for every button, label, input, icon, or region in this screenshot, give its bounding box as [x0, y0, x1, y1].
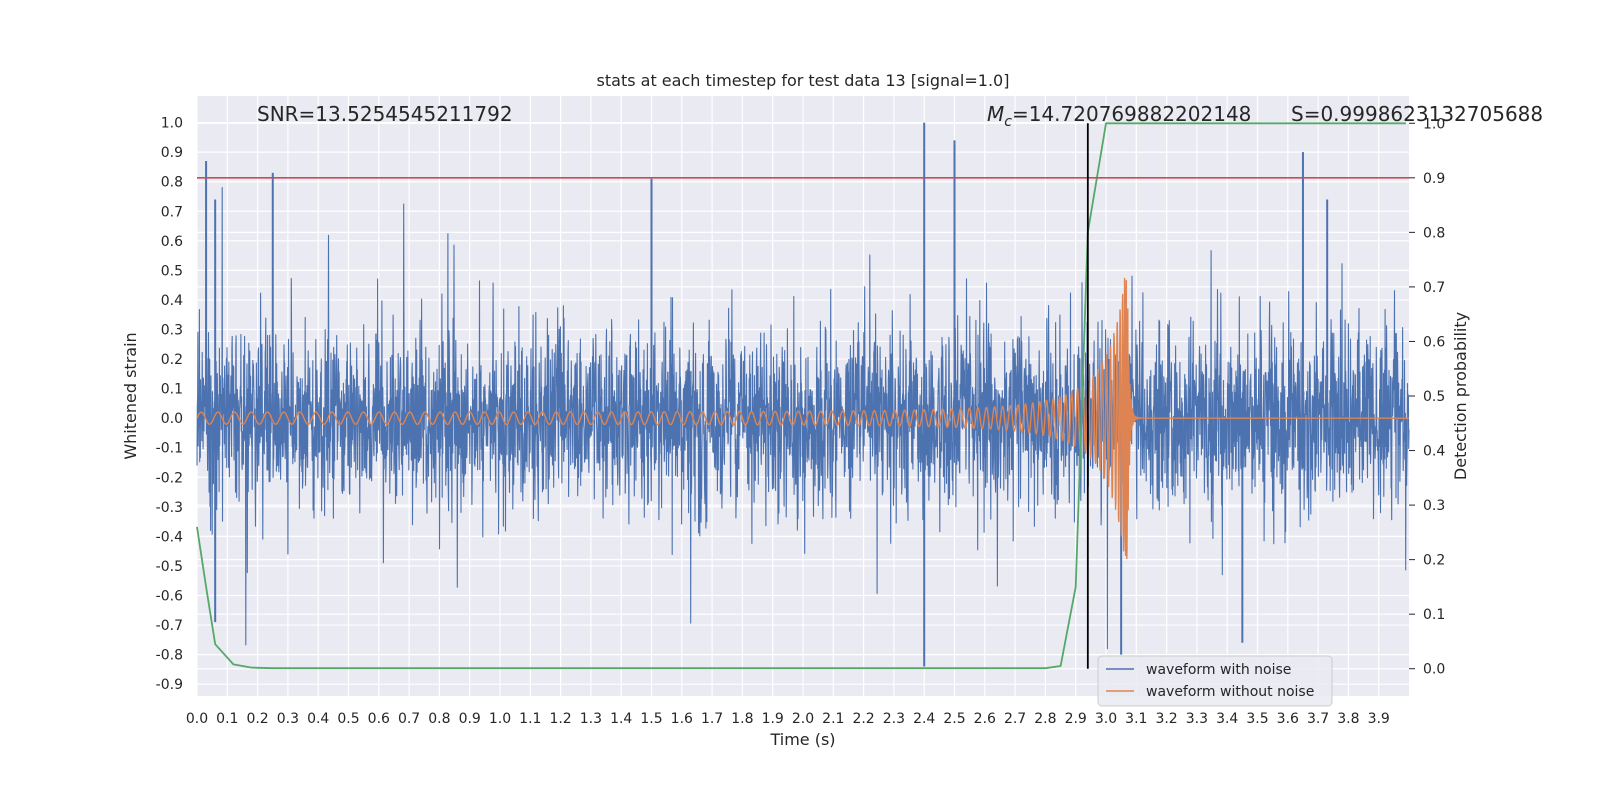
x-tick-label: 3.5 [1246, 711, 1268, 727]
x-tick-label: 3.3 [1186, 711, 1208, 727]
mc-symbol: M [987, 102, 1004, 126]
reference-lines [197, 123, 1409, 669]
x-tick-label: 0.8 [428, 711, 450, 727]
x-axis-label: Time (s) [769, 730, 835, 749]
x-tick-label: 1.1 [519, 711, 541, 727]
y-tick-label: -0.6 [156, 589, 183, 605]
legend: waveform with noise waveform without noi… [1097, 655, 1333, 707]
y-axis-ticks: -0.9 -0.8 -0.7 -0.6 -0.5 -0.4 -0.3 -0.2 -0.1 0.0 0… [156, 116, 183, 694]
y-tick-label: 0.2 [161, 352, 183, 368]
y2-tick-label: 0.9 [1423, 171, 1445, 187]
probability-line [196, 122, 1406, 670]
x-tick-label: 0.6 [368, 711, 390, 727]
x-tick-label: 3.8 [1337, 711, 1359, 727]
y2-axis-label: Detection probability [1451, 312, 1470, 480]
y-tick-label: -0.7 [156, 618, 183, 634]
x-tick-label: 3.4 [1216, 711, 1238, 727]
y-tick-label: -0.5 [156, 559, 183, 575]
y-tick-label: 0.3 [161, 322, 183, 338]
y-tick-label: -0.9 [156, 677, 183, 693]
x-tick-label: 1.3 [580, 711, 602, 727]
x-tick-label: 2.7 [1004, 711, 1026, 727]
y2-tick-label: 0.8 [1423, 225, 1445, 241]
x-tick-label: 2.9 [1065, 711, 1087, 727]
y-axis-label: Whitened strain [121, 332, 140, 459]
chirp-line [196, 277, 1410, 560]
y-tick-label: 0.8 [161, 175, 183, 191]
x-tick-label: 3.1 [1125, 711, 1147, 727]
x-tick-label: 3.0 [1095, 711, 1117, 727]
x-tick-label: 2.6 [974, 711, 996, 727]
x-tick-label: 2.4 [913, 711, 935, 727]
x-tick-label: 0.0 [186, 711, 208, 727]
x-tick-label: 1.4 [610, 711, 632, 727]
x-tick-label: 1.2 [549, 711, 571, 727]
y-tick-label: -0.1 [156, 441, 183, 457]
y-tick-label: 1.0 [161, 116, 183, 132]
y-tick-label: 0.7 [161, 204, 183, 220]
x-tick-label: 2.8 [1034, 711, 1056, 727]
y2-tick-label: 0.4 [1423, 444, 1445, 460]
mc-annotation: Mc=14.720769882202148 [987, 102, 1251, 130]
x-tick-label: 3.7 [1307, 711, 1329, 727]
legend-label-noise: waveform with noise [1146, 662, 1291, 678]
mc-value: =14.720769882202148 [1012, 102, 1251, 126]
x-tick-label: 1.6 [671, 711, 693, 727]
x-tick-label: 2.3 [883, 711, 905, 727]
y-tick-label: 0.0 [161, 411, 183, 427]
y-tick-label: -0.3 [156, 500, 183, 516]
series-waveform-without-noise [196, 277, 1410, 560]
legend-box [1097, 655, 1333, 707]
y-tick-label: -0.8 [156, 648, 183, 664]
y2-tick-label: 1.0 [1423, 116, 1445, 132]
y2-tick-label: 0.2 [1423, 553, 1445, 569]
series-detection-probability [196, 122, 1406, 670]
x-tick-label: 3.2 [1155, 711, 1177, 727]
noise-line [196, 187, 1410, 650]
x-tick-label: 0.5 [337, 711, 359, 727]
s-annotation: S=0.9998623132705688 [1291, 102, 1543, 126]
y-tick-label: 0.9 [161, 145, 183, 161]
x-tick-label: 1.5 [640, 711, 662, 727]
x-tick-label: 0.3 [277, 711, 299, 727]
y2-tick-label: 0.5 [1423, 389, 1445, 405]
x-tick-label: 0.7 [398, 711, 420, 727]
x-tick-label: 0.9 [459, 711, 481, 727]
x-tick-label: 2.2 [852, 711, 874, 727]
y-tick-label: -0.4 [156, 529, 183, 545]
x-tick-label: 0.1 [216, 711, 238, 727]
x-tick-label: 1.7 [701, 711, 723, 727]
legend-label-clean: waveform without noise [1146, 684, 1314, 700]
x-tick-label: 3.9 [1368, 711, 1390, 727]
x-tick-label: 0.2 [246, 711, 268, 727]
y2-tick-label: 0.3 [1423, 498, 1445, 514]
y-tick-label: 0.6 [161, 234, 183, 250]
y-tick-label: 0.1 [161, 382, 183, 398]
chart-title: stats at each timestep for test data 13 … [597, 71, 1010, 90]
x-tick-label: 1.9 [762, 711, 784, 727]
y2-tick-label: 0.6 [1423, 334, 1445, 350]
x-tick-label: 1.8 [731, 711, 753, 727]
y2-tick-label: 0.1 [1423, 607, 1445, 623]
x-tick-label: 2.1 [822, 711, 844, 727]
y2-tick-label: 0.7 [1423, 280, 1445, 296]
x-tick-label: 3.6 [1277, 711, 1299, 727]
x-tick-label: 1.0 [489, 711, 511, 727]
x-tick-label: 0.4 [307, 711, 329, 727]
x-tick-label: 2.5 [943, 711, 965, 727]
y-tick-label: -0.2 [156, 470, 183, 486]
x-tick-label: 2.0 [792, 711, 814, 727]
x-axis-ticks: 0.0 0.1 0.2 0.3 0.4 0.5 0.6 0.7 0.8 0.9 1.0 1.1 1.2 1… [186, 711, 1390, 727]
y2-axis-ticks: 0.0 0.1 0.2 0.3 0.4 0.5 0.6 0.7 0.8 0.9 1.0 [1409, 116, 1445, 678]
y-tick-label: 0.4 [161, 293, 183, 309]
mc-subscript: c [1004, 114, 1012, 130]
y2-tick-label: 0.0 [1423, 662, 1445, 678]
snr-annotation: SNR=13.5254545211792 [257, 102, 513, 126]
y-tick-label: 0.5 [161, 263, 183, 279]
